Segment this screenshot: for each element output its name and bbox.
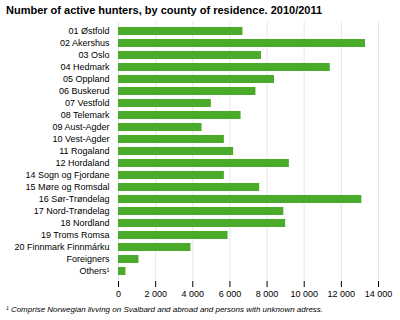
svg-text:12 000: 12 000 [328,289,356,299]
svg-text:Others¹: Others¹ [79,266,109,276]
svg-text:15 Møre og Romsdal: 15 Møre og Romsdal [25,182,109,192]
svg-text:4 000: 4 000 [182,289,205,299]
svg-text:01 Østfold: 01 Østfold [68,26,109,36]
svg-text:14 000: 14 000 [365,289,393,299]
svg-text:14 Sogn og Fjordane: 14 Sogn og Fjordane [25,170,109,180]
svg-text:16 Sør-Trøndelag: 16 Sør-Trøndelag [39,194,110,204]
svg-text:04 Hedmark: 04 Hedmark [60,62,110,72]
svg-text:20 Finnmark Finnmárku: 20 Finnmark Finnmárku [14,242,109,252]
html-text:Number of active hunters, by c: Number of active hunters, by county of r… [6,4,323,16]
svg-text:10 Vest-Agder: 10 Vest-Agder [52,134,109,144]
svg-text:02 Akershus: 02 Akershus [60,38,110,48]
svg-text:17 Nord-Trøndelag: 17 Nord-Trøndelag [34,206,110,216]
svg-text:06 Buskerud: 06 Buskerud [59,86,110,96]
svg-text:6 000: 6 000 [219,289,242,299]
html-text:¹ Comprise Norwegian livving o: ¹ Comprise Norwegian livving on Svalbard… [6,305,324,314]
svg-text:10 000: 10 000 [290,289,318,299]
svg-text:03 Oslo: 03 Oslo [78,50,109,60]
svg-text:0: 0 [116,289,121,299]
svg-text:07 Vestfold: 07 Vestfold [65,98,110,108]
svg-text:09 Aust-Agder: 09 Aust-Agder [52,122,109,132]
svg-text:05 Oppland: 05 Oppland [63,74,110,84]
svg-text:Foreigners: Foreigners [66,254,110,264]
svg-text:8 000: 8 000 [256,289,279,299]
svg-text:08 Telemark: 08 Telemark [61,110,110,120]
svg-text:11 Rogaland: 11 Rogaland [59,146,109,156]
svg-text:12 Hordaland: 12 Hordaland [55,158,109,168]
svg-text:18 Nordland: 18 Nordland [60,218,109,228]
svg-text:19 Troms Romsa: 19 Troms Romsa [41,230,110,240]
svg-text:2 000: 2 000 [144,289,167,299]
